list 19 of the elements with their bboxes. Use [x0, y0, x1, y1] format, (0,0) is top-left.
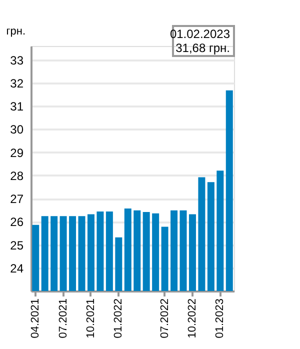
y-tick-label: 29 [10, 146, 24, 160]
x-tick-label: 04.2021 [30, 298, 42, 338]
x-tick-label: 01.2022 [112, 298, 125, 338]
y-axis-title: грн. [6, 26, 26, 38]
x-tick-label: 07.2021 [57, 298, 70, 338]
y-tick-label: 26 [10, 215, 24, 230]
y-tick-label: 27 [10, 192, 24, 206]
x-tick-label: 10.2022 [186, 298, 198, 338]
x-tick-label: 07.2022 [158, 298, 171, 338]
y-tick-label: 28 [10, 168, 24, 183]
y-tick-label: 32 [10, 76, 24, 90]
y-tick-label: 24 [10, 261, 24, 276]
x-tick-label: 10.2021 [84, 298, 97, 338]
y-tick-label: 33 [10, 53, 24, 68]
y-tick-label: 31 [10, 100, 24, 114]
y-tick-label: 25 [10, 238, 24, 252]
annotation: 01.02.2023 31,68 грн. [170, 27, 230, 55]
y-tick-label: 30 [10, 122, 24, 137]
x-tick-label: 01.2023 [214, 298, 226, 338]
